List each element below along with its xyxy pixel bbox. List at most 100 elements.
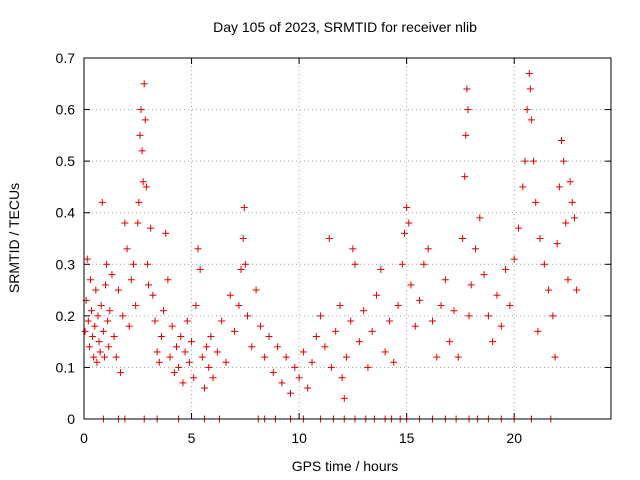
- data-point: [497, 322, 505, 330]
- data-point: [420, 260, 428, 268]
- data-point: [463, 85, 471, 93]
- y-tick-label: 0.6: [56, 102, 76, 118]
- data-point: [510, 255, 518, 263]
- x-tick-label: 5: [188, 430, 196, 446]
- data-point: [207, 332, 215, 340]
- data-point: [83, 255, 91, 263]
- data-point: [226, 291, 234, 299]
- data-point: [177, 332, 185, 340]
- data-point: [464, 106, 472, 114]
- data-point: [252, 286, 260, 294]
- data-point: [100, 353, 108, 361]
- data-point: [467, 281, 475, 289]
- data-point: [181, 348, 189, 356]
- data-point: [140, 80, 148, 88]
- data-point: [147, 224, 155, 232]
- data-point: [515, 224, 523, 232]
- data-point: [89, 332, 97, 340]
- data-point: [454, 353, 462, 361]
- data-point: [364, 363, 372, 371]
- data-point: [532, 198, 540, 206]
- chart-title: Day 105 of 2023, SRMTID for receiver nli…: [213, 19, 477, 35]
- data-point: [321, 343, 329, 351]
- data-point: [342, 353, 350, 361]
- data-point: [555, 183, 563, 191]
- data-point: [373, 291, 381, 299]
- data-point: [401, 229, 409, 237]
- data-point: [355, 338, 363, 346]
- data-point: [142, 183, 150, 191]
- data-point: [112, 353, 120, 361]
- y-tick-label: 0.1: [56, 359, 76, 375]
- data-point: [549, 312, 557, 320]
- data-point: [568, 198, 576, 206]
- data-point: [377, 265, 385, 273]
- data-point: [385, 317, 393, 325]
- data-point: [153, 348, 161, 356]
- data-point: [526, 85, 534, 93]
- data-point: [145, 281, 153, 289]
- data-point: [332, 327, 340, 335]
- data-point: [88, 307, 96, 315]
- data-point: [295, 374, 303, 382]
- data-point: [92, 286, 100, 294]
- plot-frame: [83, 57, 612, 420]
- data-point: [203, 343, 211, 351]
- data-point: [139, 178, 147, 186]
- data-point: [94, 312, 102, 320]
- data-point: [141, 116, 149, 124]
- data-point: [403, 204, 411, 212]
- data-point: [117, 369, 125, 377]
- data-point: [325, 235, 333, 242]
- data-point: [149, 291, 157, 299]
- data-point: [248, 343, 256, 351]
- data-point: [564, 276, 572, 284]
- data-point: [175, 363, 183, 371]
- data-point: [424, 245, 432, 253]
- data-point: [291, 363, 299, 371]
- data-point: [106, 307, 114, 315]
- data-point: [98, 198, 106, 206]
- data-point: [137, 106, 145, 114]
- data-point: [519, 183, 527, 191]
- data-point: [265, 332, 273, 340]
- data-point: [143, 260, 151, 268]
- data-point: [136, 131, 144, 139]
- data-point: [405, 219, 413, 227]
- data-point: [129, 260, 137, 268]
- data-point: [446, 338, 454, 346]
- data-point: [308, 358, 316, 366]
- data-point: [105, 343, 113, 351]
- data-point: [205, 363, 213, 371]
- data-point: [407, 281, 415, 289]
- data-point: [394, 302, 402, 310]
- y-tick-label: 0.7: [56, 50, 76, 66]
- data-point: [525, 69, 533, 77]
- data-point: [95, 338, 103, 346]
- axis-ticks: 0 0.1 0.2 0.3 0.4 0.5 0.6 0.7 0 5 10 15 20: [56, 50, 611, 446]
- data-point: [222, 358, 230, 366]
- data-point: [91, 322, 99, 330]
- data-point: [127, 276, 135, 284]
- y-axis-label: SRMTID / TECUs: [6, 183, 22, 293]
- y-tick-label: 0.4: [56, 205, 76, 221]
- data-point: [84, 317, 92, 325]
- data-point: [183, 317, 191, 325]
- data-point: [218, 317, 226, 325]
- data-point: [213, 348, 221, 356]
- data-point: [125, 322, 133, 330]
- data-point: [119, 312, 127, 320]
- data-point: [110, 332, 118, 340]
- data-point: [179, 379, 187, 387]
- data-point: [299, 348, 307, 356]
- data-point: [312, 332, 320, 340]
- data-point: [243, 312, 251, 320]
- data-point: [278, 379, 286, 387]
- data-point: [450, 307, 458, 315]
- data-point: [269, 369, 277, 377]
- data-point: [274, 343, 282, 351]
- data-point: [317, 312, 325, 320]
- data-point: [200, 384, 208, 392]
- data-point: [551, 353, 559, 361]
